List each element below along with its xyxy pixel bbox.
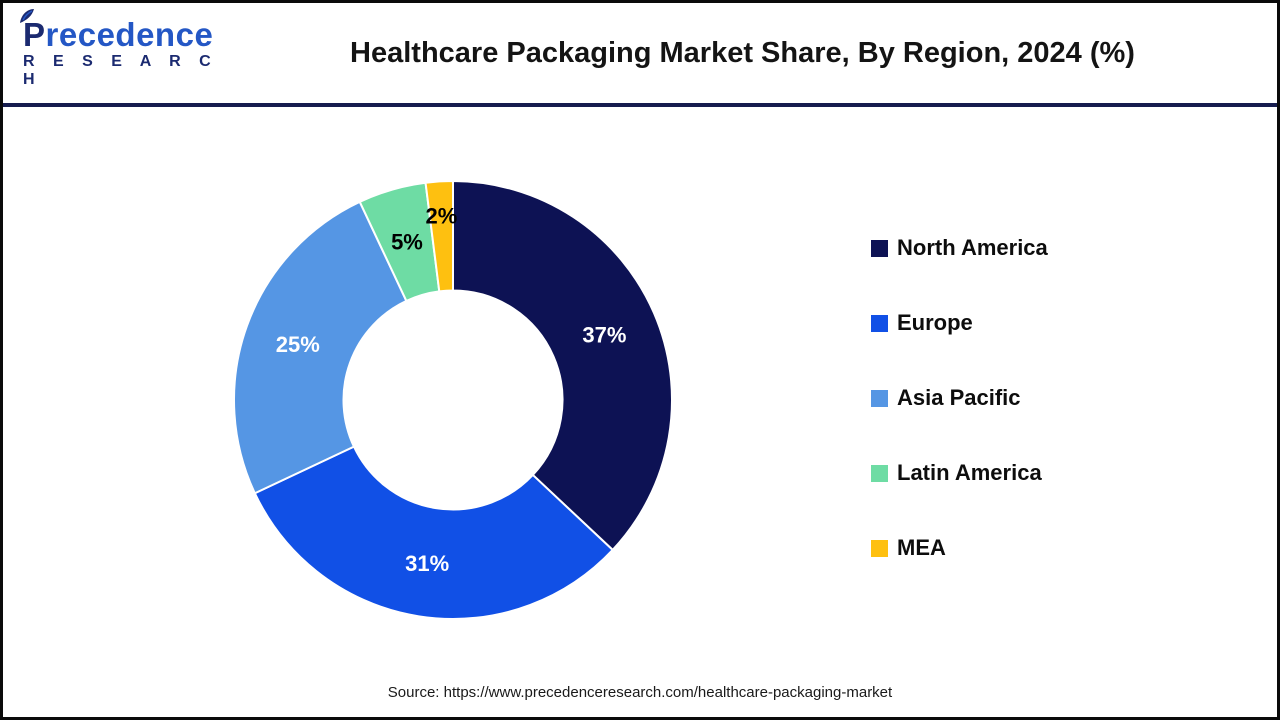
slice-label-north-america: 37% — [582, 322, 626, 347]
legend-swatch-north-america — [871, 239, 888, 257]
logo-leaf-icon — [20, 8, 34, 23]
donut-chart: 37% 31% 25% 5%2% — [233, 180, 673, 620]
legend-item-europe: Europe — [871, 308, 1048, 338]
slice-label-mea: 2% — [425, 203, 457, 228]
legend-item-mea: MEA — [871, 533, 1048, 563]
legend-item-latin-america: Latin America — [871, 458, 1048, 488]
legend-label-latin-america: Latin America — [897, 460, 1042, 485]
chart-slice-europe — [253, 445, 614, 620]
logo-subtitle: R E S E A R C H — [23, 52, 218, 88]
legend-label-north-america: North America — [897, 235, 1048, 260]
legend-item-asia-pacific: Asia Pacific — [871, 383, 1048, 413]
legend-swatch-europe — [871, 314, 888, 332]
chart-slice-mea — [424, 180, 454, 293]
logo-name: Precedence — [23, 15, 214, 53]
legend-swatch-asia-pacific — [871, 389, 888, 407]
page-title: Healthcare Packaging Market Share, By Re… — [350, 36, 1135, 69]
chart-slice-north-america — [452, 180, 673, 551]
chart-slice-asia-pacific — [233, 200, 408, 495]
legend-label-asia-pacific: Asia Pacific — [897, 385, 1021, 410]
legend-label-mea: MEA — [897, 535, 946, 560]
slice-label-latin-america: 5% — [391, 230, 423, 255]
slice-label-asia-pacific: 25% — [276, 332, 320, 357]
legend-swatch-mea — [871, 539, 888, 557]
slice-label-europe: 31% — [405, 551, 449, 576]
logo: Precedence R E S E A R C H — [3, 8, 238, 89]
legend-swatch-latin-america — [871, 464, 888, 482]
source-note: Source: https://www.precedenceresearch.c… — [387, 684, 893, 701]
chart-area: 37% 31% 25% 5% 2% — [231, 178, 675, 622]
header: Precedence R E S E A R C H Healthcare Pa… — [3, 3, 1277, 107]
chart-legend: North America Europe Asia Pacific Latin Ame… — [871, 233, 1048, 563]
legend-label-europe: Europe — [897, 310, 973, 335]
legend-item-north-america: North America — [871, 233, 1048, 263]
